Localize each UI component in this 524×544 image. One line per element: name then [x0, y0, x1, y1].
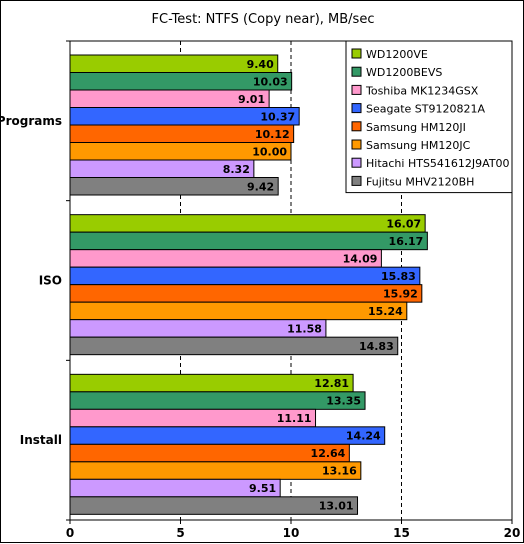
legend-swatch: [351, 175, 362, 186]
legend-swatch: [351, 103, 362, 114]
x-tick-label: 15: [393, 526, 410, 540]
axis-layer: 0 5 10 15 20 Programs ISO Install: [1, 40, 521, 540]
bar: [69, 336, 399, 356]
legend-swatch: [351, 139, 362, 150]
legend-swatch: [351, 66, 362, 77]
bar: [69, 461, 362, 480]
legend-label: WD1200VE: [366, 48, 428, 61]
data-label: 10.00: [252, 145, 287, 158]
category-label: Programs: [1, 114, 62, 128]
x-tick-label: 0: [66, 526, 74, 540]
legend-label: Hitachi HTS541612J9AT00: [366, 157, 510, 170]
legend-swatch: [351, 121, 362, 132]
data-label: 13.35: [326, 395, 361, 408]
legend-swatch: [351, 157, 362, 168]
data-label: 13.16: [322, 465, 357, 478]
data-label: 14.83: [359, 340, 394, 353]
data-label: 10.12: [255, 128, 290, 141]
bar: [69, 266, 421, 286]
data-label: 15.83: [381, 270, 416, 283]
legend-label: Toshiba MK1234GSX: [365, 84, 479, 97]
x-tick-label: 10: [283, 526, 300, 540]
data-label: 10.03: [253, 75, 288, 88]
x-tick-label: 20: [504, 526, 521, 540]
plot-border: [69, 40, 513, 521]
data-label: 14.09: [343, 252, 378, 265]
data-label: 10.37: [260, 110, 295, 123]
data-label: 9.51: [249, 482, 276, 495]
bar: [69, 496, 359, 515]
data-label: 11.11: [277, 412, 312, 425]
data-label: 9.40: [247, 58, 274, 71]
legend-label: Fujitsu MHV2120BH: [366, 175, 474, 188]
legend-label: Samsung HM120JC: [366, 139, 471, 152]
legend-label: Samsung HM120JI: [366, 121, 466, 134]
bar: [69, 284, 423, 303]
bar: [69, 301, 408, 321]
data-label: 8.32: [223, 163, 250, 176]
data-label: 14.24: [346, 430, 381, 443]
bar: [69, 426, 386, 445]
bar: [69, 214, 426, 233]
data-label: 15.24: [368, 305, 403, 318]
data-label: 12.81: [314, 377, 349, 390]
data-label: 9.42: [247, 180, 274, 193]
legend-label: Seagate ST9120821A: [366, 103, 485, 116]
data-label: 11.58: [287, 322, 322, 335]
data-label: 16.17: [389, 235, 424, 248]
category-label: ISO: [39, 274, 62, 288]
legend-swatch: [351, 48, 362, 59]
legend-swatch: [351, 84, 362, 95]
bar: [69, 391, 366, 410]
data-label: 13.01: [319, 500, 354, 513]
bar: [69, 249, 382, 268]
bar: [69, 443, 350, 463]
legend-label: WD1200BEVS: [366, 66, 442, 79]
bar: [69, 373, 354, 393]
bars-layer: 9.40 10.03 9.01 10.37 10.12 10.008.32 9.42 16.0…: [69, 54, 428, 515]
legend: WD1200VE WD1200BEVS Toshiba MK1234GSX Seaga…: [345, 40, 513, 194]
chart-title: FC-Test: NTFS (Copy near), MB/sec: [152, 12, 375, 27]
x-tick-label: 5: [176, 526, 184, 540]
category-label: Install: [20, 433, 62, 447]
bar: [69, 231, 428, 251]
data-label: 15.92: [383, 287, 418, 300]
data-label: 12.64: [311, 447, 346, 460]
data-label: 9.01: [238, 93, 265, 106]
legend-box: [345, 40, 513, 194]
data-label: 16.07: [386, 217, 421, 230]
